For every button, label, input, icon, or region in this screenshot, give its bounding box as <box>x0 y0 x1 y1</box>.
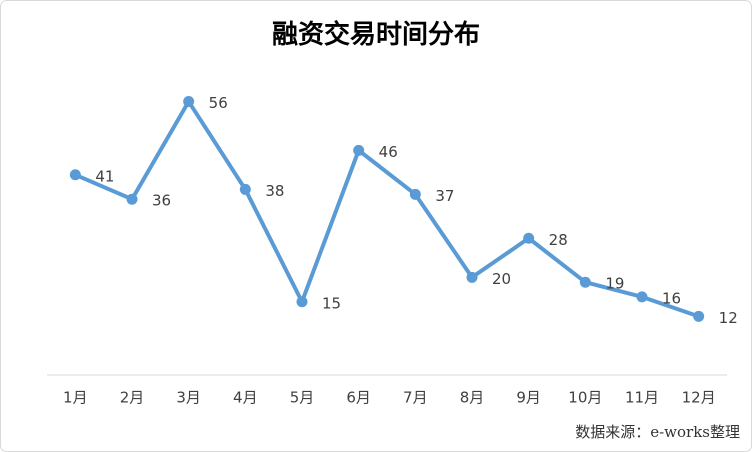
source-note: 数据来源：e-works整理 <box>575 423 740 441</box>
data-label: 38 <box>265 182 284 200</box>
data-label: 28 <box>549 231 568 249</box>
data-label: 15 <box>322 294 341 312</box>
point <box>69 169 81 181</box>
x-tick-label: 11月 <box>625 389 659 407</box>
x-tick-label: 4月 <box>233 389 258 407</box>
point <box>523 232 535 244</box>
data-label: 41 <box>95 167 114 185</box>
x-tick-label: 9月 <box>516 389 541 407</box>
data-label: 19 <box>605 275 624 293</box>
data-label: 37 <box>435 187 454 205</box>
chart-title: 融资交易时间分布 <box>272 19 480 50</box>
data-label: 46 <box>379 143 398 161</box>
x-tick-label: 8月 <box>460 389 485 407</box>
point <box>126 193 138 205</box>
data-label: 36 <box>152 192 171 210</box>
point <box>466 271 478 283</box>
point <box>579 276 591 288</box>
data-label: 20 <box>492 270 511 288</box>
point <box>636 291 648 303</box>
point <box>409 188 421 200</box>
data-label: 56 <box>209 94 228 112</box>
point <box>239 183 251 195</box>
x-tick-label: 1月 <box>63 389 88 407</box>
data-label: 16 <box>662 289 681 307</box>
x-tick-label: 6月 <box>346 389 371 407</box>
x-tick-label: 10月 <box>568 389 602 407</box>
x-tick-label: 3月 <box>176 389 201 407</box>
x-tick-label: 12月 <box>682 389 716 407</box>
point <box>296 296 308 308</box>
x-tick-label: 2月 <box>120 389 145 407</box>
data-label: 12 <box>719 309 738 327</box>
x-tick-label: 7月 <box>403 389 428 407</box>
point <box>693 310 705 322</box>
point <box>183 96 195 108</box>
x-tick-label: 5月 <box>290 389 315 407</box>
line <box>74 99 700 319</box>
point <box>353 144 365 156</box>
